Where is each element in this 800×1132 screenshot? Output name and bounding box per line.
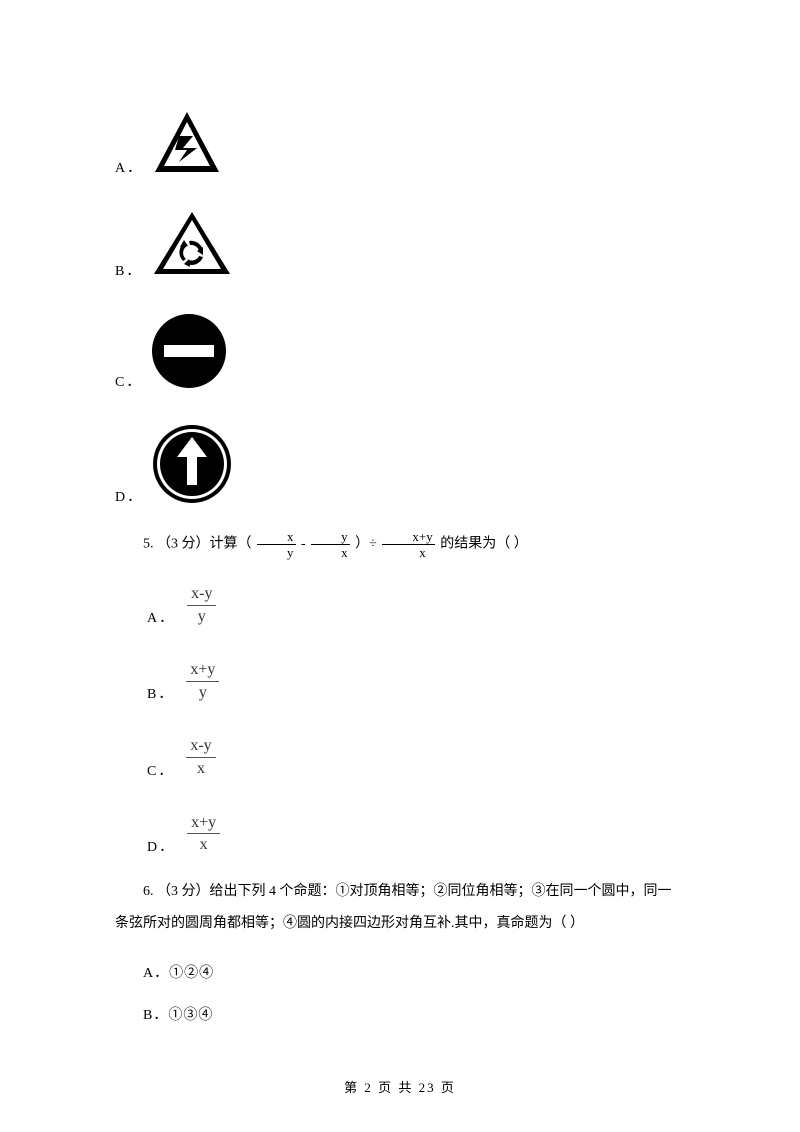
option-a-label: A． (147, 607, 175, 627)
q5-a-frac: x-y y (187, 585, 216, 625)
q6-option-a: A．①②④ (115, 962, 685, 982)
option-a-label: A． (115, 157, 143, 181)
frac-num: y (311, 530, 350, 545)
frac-den: y (186, 682, 219, 702)
frac-den: y (257, 545, 296, 559)
page-footer: 第 2 页 共 23 页 (0, 1077, 800, 1096)
frac-num: x-y (187, 585, 216, 606)
frac-num: x+y (382, 530, 434, 545)
sign-triangle-recycle-icon (150, 209, 234, 284)
q5-stem: 5. （3 分）计算（ x y - y x ）÷ x+y x 的结果为（ ） (115, 530, 685, 559)
sign-triangle-n-icon (151, 110, 223, 181)
frac-num: x+y (187, 814, 220, 835)
q5-option-b: B． x+y y (147, 661, 685, 703)
q6-option-b: B．①③④ (115, 1004, 685, 1024)
option-d-label: D． (147, 836, 175, 856)
q4-option-b: B． (115, 209, 685, 284)
sign-arrow-up-icon (151, 423, 233, 510)
q5-option-d: D． x+y x (147, 814, 685, 856)
q4-option-a: A． (115, 110, 685, 181)
frac-num: x-y (186, 737, 215, 758)
frac-den: x (382, 545, 434, 559)
frac-den: x (186, 758, 215, 778)
q5-text-4: 的结果为（ ） (440, 537, 528, 552)
q5-text-3: ）÷ (355, 537, 380, 552)
q5-c-frac: x-y x (186, 737, 215, 777)
sign-no-entry-icon (150, 312, 228, 395)
q5-frac-3: x+y x (382, 530, 434, 559)
q5-option-a: A． x-y y (147, 585, 685, 627)
frac-den: y (187, 606, 216, 626)
page-content: A． B． (0, 0, 800, 1024)
option-b-label: B． (147, 683, 174, 703)
q4-option-d: D． (115, 423, 685, 510)
q5-frac-1: x y (257, 530, 296, 559)
q5-frac-2: y x (311, 530, 350, 559)
q5-option-c: C． x-y x (147, 737, 685, 779)
q5-text-1: 5. （3 分）计算（ (143, 537, 252, 552)
q5-text-2: - (301, 537, 309, 552)
option-d-label: D． (115, 486, 143, 510)
frac-num: x (257, 530, 296, 545)
frac-den: x (311, 545, 350, 559)
option-b-label: B． (115, 260, 142, 284)
frac-num: x+y (186, 661, 219, 682)
q6-stem: 6. （3 分）给出下列 4 个命题：①对顶角相等；②同位角相等；③在同一个圆中… (115, 876, 685, 940)
frac-den: x (187, 834, 220, 854)
q5-d-frac: x+y x (187, 814, 220, 854)
option-c-label: C． (147, 760, 174, 780)
q4-option-c: C． (115, 312, 685, 395)
option-c-label: C． (115, 371, 142, 395)
q5-b-frac: x+y y (186, 661, 219, 701)
q6-options: A．①②④ B．①③④ (115, 962, 685, 1024)
